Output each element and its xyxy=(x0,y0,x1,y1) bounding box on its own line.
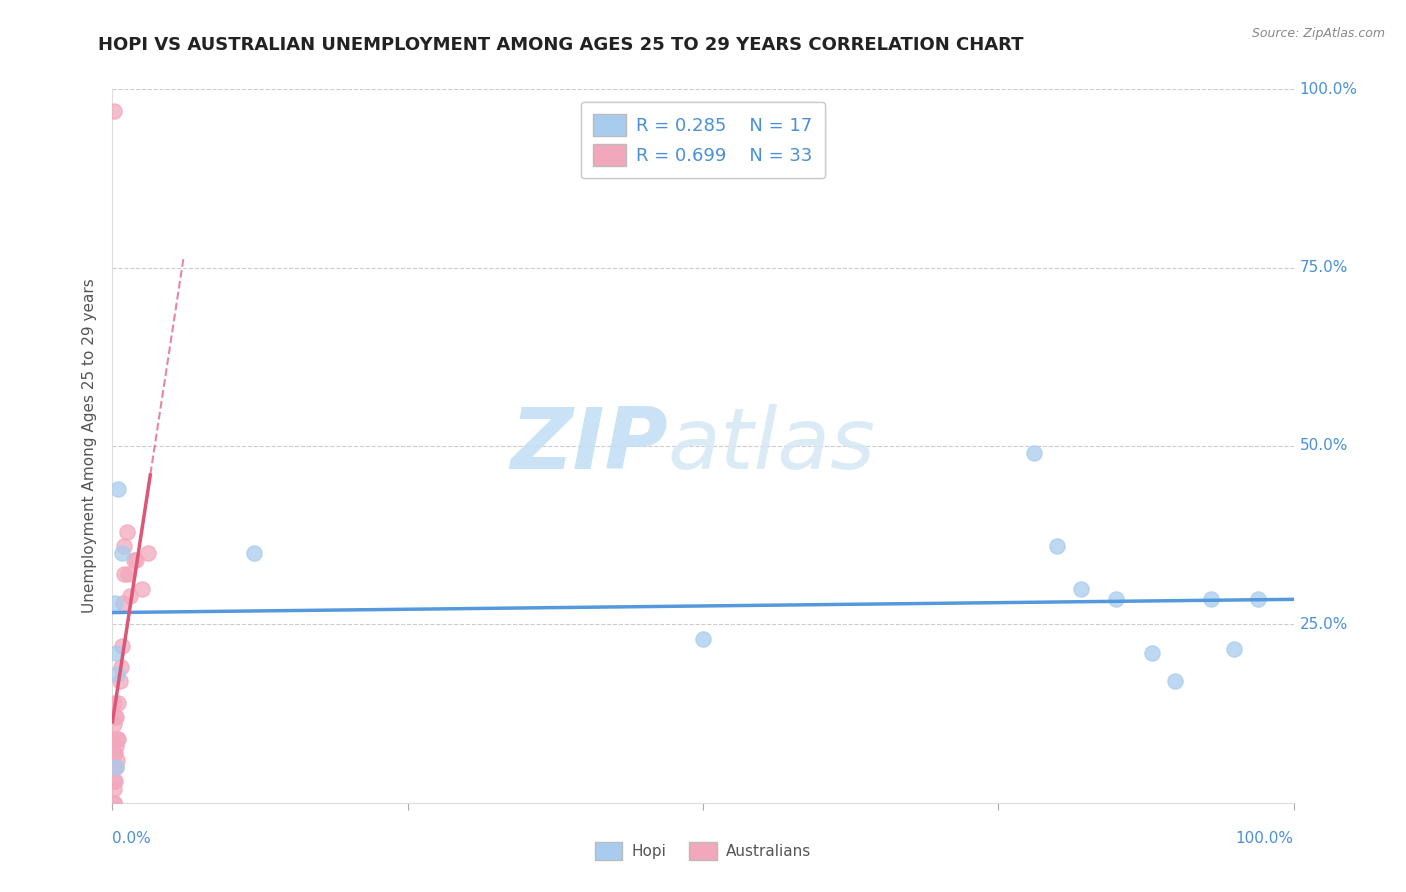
Point xyxy=(131,582,153,596)
Point xyxy=(103,796,125,810)
Point xyxy=(1199,592,1222,607)
Point xyxy=(1223,642,1246,657)
Point xyxy=(692,632,714,646)
Point xyxy=(1070,582,1092,596)
Point xyxy=(103,717,125,731)
Point xyxy=(125,553,148,567)
Point xyxy=(103,746,125,760)
Text: atlas: atlas xyxy=(668,404,876,488)
Point xyxy=(103,731,125,746)
Point xyxy=(1046,539,1069,553)
Text: ZIP: ZIP xyxy=(510,404,668,488)
Point xyxy=(104,710,127,724)
Text: 25.0%: 25.0% xyxy=(1299,617,1348,632)
Point xyxy=(122,553,145,567)
Point xyxy=(117,567,139,582)
Point xyxy=(104,746,127,760)
Point xyxy=(111,546,134,560)
Point xyxy=(112,539,135,553)
Point xyxy=(103,774,125,789)
Point xyxy=(1105,592,1128,607)
Point xyxy=(104,596,127,610)
Y-axis label: Unemployment Among Ages 25 to 29 years: Unemployment Among Ages 25 to 29 years xyxy=(82,278,97,614)
Point xyxy=(107,731,129,746)
Point xyxy=(120,589,142,603)
Point xyxy=(1247,592,1270,607)
Point xyxy=(105,753,128,767)
Point xyxy=(1022,446,1045,460)
Text: 0.0%: 0.0% xyxy=(112,831,152,847)
Legend: Hopi, Australians: Hopi, Australians xyxy=(589,836,817,866)
Point xyxy=(105,710,128,724)
Point xyxy=(103,796,125,810)
Point xyxy=(243,546,266,560)
Point xyxy=(105,760,128,774)
Point xyxy=(105,760,128,774)
Point xyxy=(107,696,129,710)
Point xyxy=(1164,674,1187,689)
Point xyxy=(103,103,125,118)
Text: 75.0%: 75.0% xyxy=(1299,260,1348,275)
Point xyxy=(112,567,135,582)
Point xyxy=(105,731,128,746)
Point xyxy=(105,667,128,681)
Text: 100.0%: 100.0% xyxy=(1236,831,1294,847)
Text: Source: ZipAtlas.com: Source: ZipAtlas.com xyxy=(1251,27,1385,40)
Point xyxy=(104,774,127,789)
Point xyxy=(103,696,125,710)
Point xyxy=(105,646,128,660)
Point xyxy=(107,482,129,496)
Point xyxy=(136,546,159,560)
Text: HOPI VS AUSTRALIAN UNEMPLOYMENT AMONG AGES 25 TO 29 YEARS CORRELATION CHART: HOPI VS AUSTRALIAN UNEMPLOYMENT AMONG AG… xyxy=(98,36,1024,54)
Point xyxy=(1140,646,1163,660)
Text: 100.0%: 100.0% xyxy=(1299,82,1357,96)
Point xyxy=(103,760,125,774)
Point xyxy=(105,739,128,753)
Point xyxy=(111,639,134,653)
Point xyxy=(115,524,138,539)
Point xyxy=(108,674,131,689)
Point xyxy=(110,660,132,674)
Point xyxy=(103,781,125,796)
Point xyxy=(112,596,135,610)
Legend: R = 0.285    N = 17, R = 0.699    N = 33: R = 0.285 N = 17, R = 0.699 N = 33 xyxy=(581,102,825,178)
Text: 50.0%: 50.0% xyxy=(1299,439,1348,453)
